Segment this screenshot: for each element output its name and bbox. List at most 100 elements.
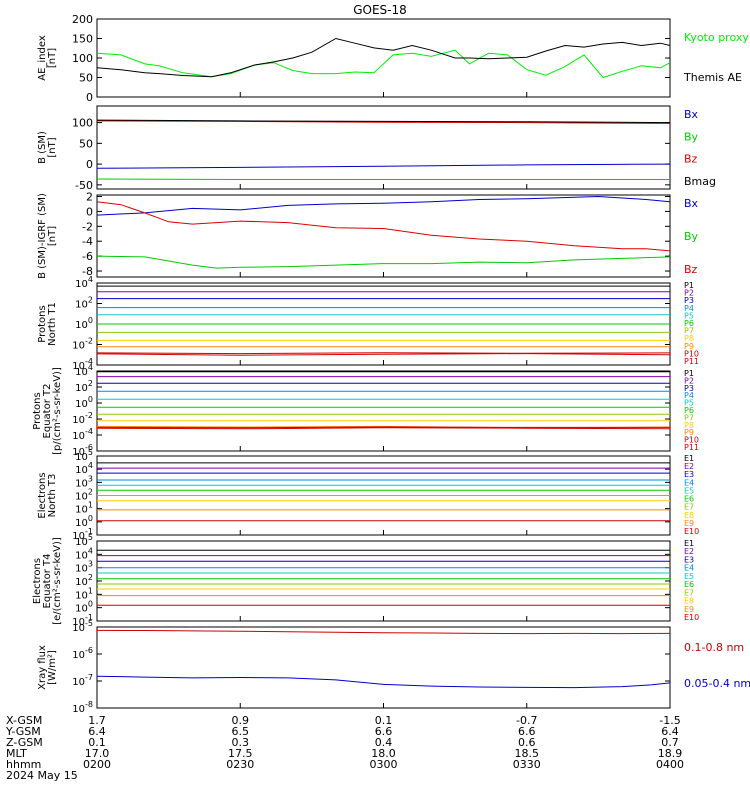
ephemeris-row-label: Z-GSM [6, 736, 43, 749]
y-tick-label: 10-6 [72, 443, 93, 458]
ephemeris-row-label: hhmm [6, 758, 41, 771]
y-tick-label: 50 [79, 137, 93, 150]
legend-entry: E4 [684, 478, 694, 487]
y-axis-label: Protons [32, 392, 43, 429]
y-tick-label: -4 [82, 235, 93, 248]
ephemeris-value: 0.7 [661, 736, 679, 749]
legend-entry: P7 [684, 327, 694, 336]
series-line-p10 [96, 426, 670, 429]
y-tick-label: 10-1 [72, 527, 93, 542]
y-tick-label: 10-2 [72, 337, 93, 352]
legend-entry: Themis AE [683, 71, 742, 84]
y-tick-label: 0 [86, 91, 93, 104]
y-tick-label: 10-6 [72, 646, 93, 661]
legend-entry: E6 [684, 580, 694, 589]
y-tick-label: 102 [75, 379, 93, 394]
legend-entry: P5 [684, 399, 694, 408]
y-axis-label: Equator T4 [42, 554, 53, 609]
legend-entry: P2 [684, 289, 694, 298]
legend-entry: P7 [684, 413, 694, 422]
legend-entry: P6 [684, 319, 694, 328]
y-axis-label: Equator T2 [42, 384, 53, 439]
legend-entry: Bx [684, 197, 699, 210]
y-tick-label: 105 [75, 533, 93, 548]
y-tick-label: 102 [75, 573, 93, 588]
y-tick-label: 100 [75, 514, 93, 529]
legend-entry: E6 [684, 495, 694, 504]
ephemeris-value: 0.6 [518, 736, 536, 749]
y-tick-label: -2 [82, 220, 93, 233]
ephemeris-value: 6.6 [375, 725, 393, 738]
legend-entry: P2 [684, 376, 694, 385]
y-tick-label: 104 [75, 363, 93, 378]
y-tick-label: 102 [75, 488, 93, 503]
legend-entry: E1 [684, 539, 694, 548]
y-tick-label: 10-4 [72, 357, 93, 372]
ephemeris-value: 18.9 [658, 747, 683, 760]
legend-entry: Bz [684, 263, 698, 276]
legend-entry: E3 [684, 470, 694, 479]
legend-entry: By [684, 130, 699, 143]
legend-entry: 0.05-0.4 nm [684, 677, 750, 690]
y-tick-label: 104 [75, 461, 93, 476]
legend-entry: E7 [684, 588, 694, 597]
y-tick-label: 101 [75, 586, 93, 601]
y-axis-label: AE_index [37, 35, 48, 81]
y-axis-label: [nT] [47, 226, 58, 246]
ephemeris-value: 17.0 [85, 747, 110, 760]
y-axis-label: North T1 [47, 302, 58, 346]
y-axis-label: B (SM)-IGRF (SM) [37, 193, 48, 279]
ephemeris-value: 0.9 [232, 714, 250, 727]
legend-entry: E5 [684, 572, 694, 581]
ephemeris-value: 6.4 [661, 725, 679, 738]
ephemeris-value: 18.5 [515, 747, 540, 760]
ephemeris-row-label: Y-GSM [5, 725, 41, 738]
ephemeris-value: 0.3 [232, 736, 250, 749]
panel-3: -8 -6 -4 -2 0 2 B (SM)-IGRF (SM) [nT] Bx By Bz [37, 190, 699, 278]
legend-entry: Bx [684, 108, 699, 121]
legend-entry: E7 [684, 503, 694, 512]
legend-entry: P1 [684, 281, 694, 290]
y-tick-label: 100 [72, 52, 93, 65]
y-tick-label: 102 [75, 296, 93, 311]
ephemeris-value: 17.5 [228, 747, 253, 760]
series-line-p10 [96, 352, 671, 355]
ephemeris-value: 0200 [83, 758, 111, 771]
legend-entry: P8 [684, 421, 694, 430]
ephemeris-value: 18.0 [371, 747, 396, 760]
ephemeris-value: 0230 [226, 758, 254, 771]
ephemeris-value: 1.7 [88, 714, 106, 727]
y-tick-label: 0 [86, 205, 93, 218]
legend-entry: E4 [684, 564, 694, 573]
plot-date: 2024 May 15 [6, 769, 78, 782]
y-tick-label: -8 [82, 265, 93, 278]
legend-entry: P4 [684, 304, 694, 313]
y-tick-label: 150 [72, 33, 93, 46]
legend-entry: P9 [684, 342, 694, 351]
y-tick-label: 10-7 [72, 673, 93, 688]
legend-entry: E5 [684, 486, 694, 495]
series-line-0-1-0-8-nm [96, 629, 671, 635]
y-axis-label: [W/m²] [47, 650, 58, 685]
series-line-kyoto-proxy-ae [96, 49, 671, 79]
y-tick-label: 2 [86, 190, 93, 203]
legend-entry: E3 [684, 555, 694, 564]
y-tick-label: 10-8 [72, 700, 93, 715]
legend-entry: E8 [684, 597, 694, 606]
series-line-bmag [96, 119, 671, 124]
legend-entry: P10 [684, 349, 699, 358]
y-tick-label: -50 [75, 179, 93, 192]
y-tick-label: 50 [79, 72, 93, 85]
legend-entry: P5 [684, 311, 694, 320]
panel-frame [96, 18, 671, 98]
y-tick-label: -6 [82, 250, 93, 263]
series-line-bz [96, 201, 671, 252]
y-axis-label: [nT] [47, 137, 58, 157]
panel-frame [96, 194, 671, 278]
panel-4: 10-4 10-2 100 102 104 Protons North T1 P1P2P3P4… [37, 275, 699, 372]
legend-entry: By [684, 230, 699, 243]
legend-entry: E2 [684, 547, 694, 556]
y-tick-label: 10-5 [72, 619, 93, 634]
